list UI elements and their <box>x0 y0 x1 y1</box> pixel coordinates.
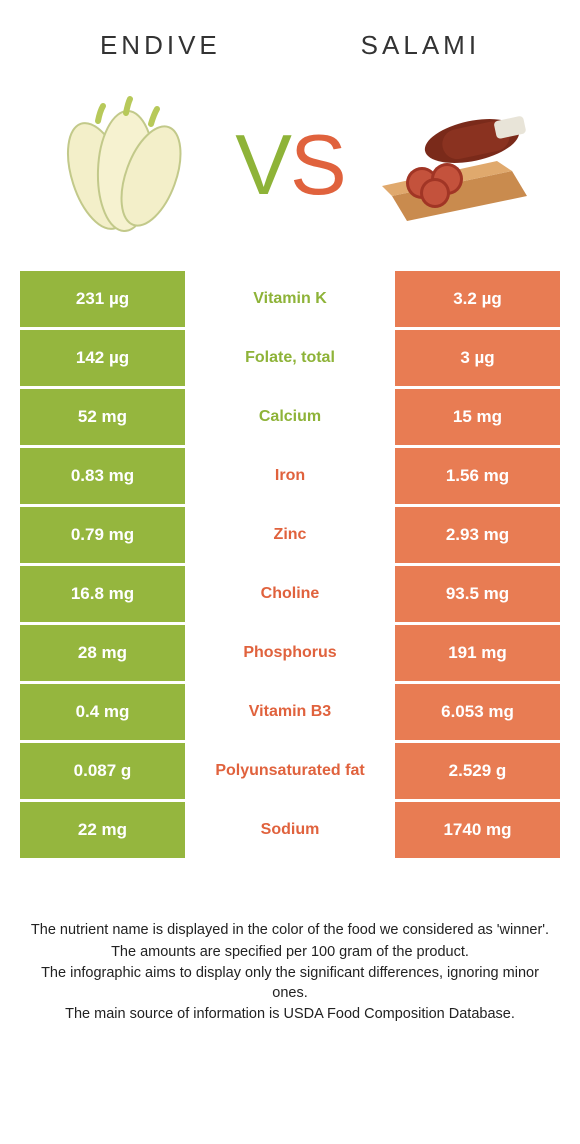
left-value: 28 mg <box>20 625 185 681</box>
right-value: 93.5 mg <box>395 566 560 622</box>
right-value: 15 mg <box>395 389 560 445</box>
nutrient-name: Vitamin K <box>185 271 395 327</box>
left-value: 0.79 mg <box>20 507 185 563</box>
footer-line-4: The main source of information is USDA F… <box>30 1005 550 1025</box>
endive-image <box>40 84 205 249</box>
table-row: 0.83 mgIron1.56 mg <box>20 448 560 504</box>
left-value: 231 µg <box>20 271 185 327</box>
footer-line-1: The nutrient name is displayed in the co… <box>30 921 550 941</box>
vs-v: V <box>235 117 290 215</box>
table-row: 231 µgVitamin K3.2 µg <box>20 271 560 327</box>
images-row: VS <box>0 76 580 271</box>
table-row: 0.087 gPolyunsaturated fat2.529 g <box>20 743 560 799</box>
table-row: 22 mgSodium1740 mg <box>20 802 560 858</box>
table-row: 0.79 mgZinc2.93 mg <box>20 507 560 563</box>
left-value: 0.087 g <box>20 743 185 799</box>
right-value: 2.529 g <box>395 743 560 799</box>
title-right: Salami <box>361 30 480 61</box>
table-row: 0.4 mgVitamin B36.053 mg <box>20 684 560 740</box>
nutrient-name: Calcium <box>185 389 395 445</box>
right-value: 1.56 mg <box>395 448 560 504</box>
nutrient-name: Choline <box>185 566 395 622</box>
vs-s: S <box>290 117 345 215</box>
right-value: 3 µg <box>395 330 560 386</box>
right-value: 1740 mg <box>395 802 560 858</box>
right-value: 6.053 mg <box>395 684 560 740</box>
table-row: 52 mgCalcium15 mg <box>20 389 560 445</box>
left-value: 0.4 mg <box>20 684 185 740</box>
nutrient-name: Folate, total <box>185 330 395 386</box>
right-value: 191 mg <box>395 625 560 681</box>
nutrient-name: Sodium <box>185 802 395 858</box>
left-value: 16.8 mg <box>20 566 185 622</box>
comparison-table: 231 µgVitamin K3.2 µg142 µgFolate, total… <box>20 271 560 858</box>
right-value: 3.2 µg <box>395 271 560 327</box>
footer-line-3: The infographic aims to display only the… <box>30 964 550 1003</box>
left-value: 22 mg <box>20 802 185 858</box>
table-row: 28 mgPhosphorus191 mg <box>20 625 560 681</box>
nutrient-name: Iron <box>185 448 395 504</box>
nutrient-name: Polyunsaturated fat <box>185 743 395 799</box>
nutrient-name: Phosphorus <box>185 625 395 681</box>
footer-notes: The nutrient name is displayed in the co… <box>0 861 580 1025</box>
left-value: 52 mg <box>20 389 185 445</box>
table-row: 16.8 mgCholine93.5 mg <box>20 566 560 622</box>
vs-label: VS <box>235 117 344 215</box>
footer-line-2: The amounts are specified per 100 gram o… <box>30 943 550 963</box>
title-left: Endive <box>100 30 221 61</box>
left-value: 0.83 mg <box>20 448 185 504</box>
left-value: 142 µg <box>20 330 185 386</box>
table-row: 142 µgFolate, total3 µg <box>20 330 560 386</box>
nutrient-name: Vitamin B3 <box>185 684 395 740</box>
nutrient-name: Zinc <box>185 507 395 563</box>
header: Endive Salami <box>0 0 580 76</box>
salami-image <box>375 84 540 249</box>
right-value: 2.93 mg <box>395 507 560 563</box>
